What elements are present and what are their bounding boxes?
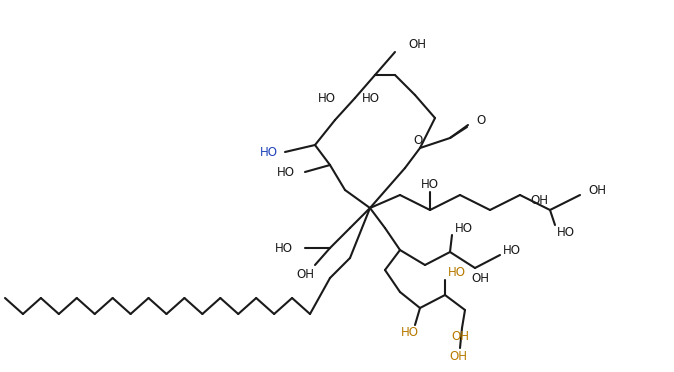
Text: HO: HO: [318, 92, 336, 105]
Text: OH: OH: [451, 330, 469, 343]
Text: HO: HO: [455, 221, 473, 234]
Text: HO: HO: [401, 327, 419, 340]
Text: OH: OH: [471, 272, 489, 285]
Text: HO: HO: [277, 166, 295, 179]
Text: OH: OH: [588, 183, 606, 196]
Text: HO: HO: [260, 145, 278, 158]
Text: OH: OH: [296, 269, 314, 282]
Text: OH: OH: [408, 38, 426, 51]
Text: OH: OH: [449, 350, 467, 362]
Text: OH: OH: [530, 193, 548, 206]
Text: HO: HO: [362, 92, 380, 105]
Text: O: O: [413, 134, 423, 147]
Text: HO: HO: [275, 241, 293, 254]
Text: HO: HO: [421, 177, 439, 190]
Text: O: O: [476, 113, 485, 126]
Text: HO: HO: [503, 244, 521, 257]
Text: HO: HO: [557, 225, 575, 238]
Text: HO: HO: [448, 266, 466, 279]
